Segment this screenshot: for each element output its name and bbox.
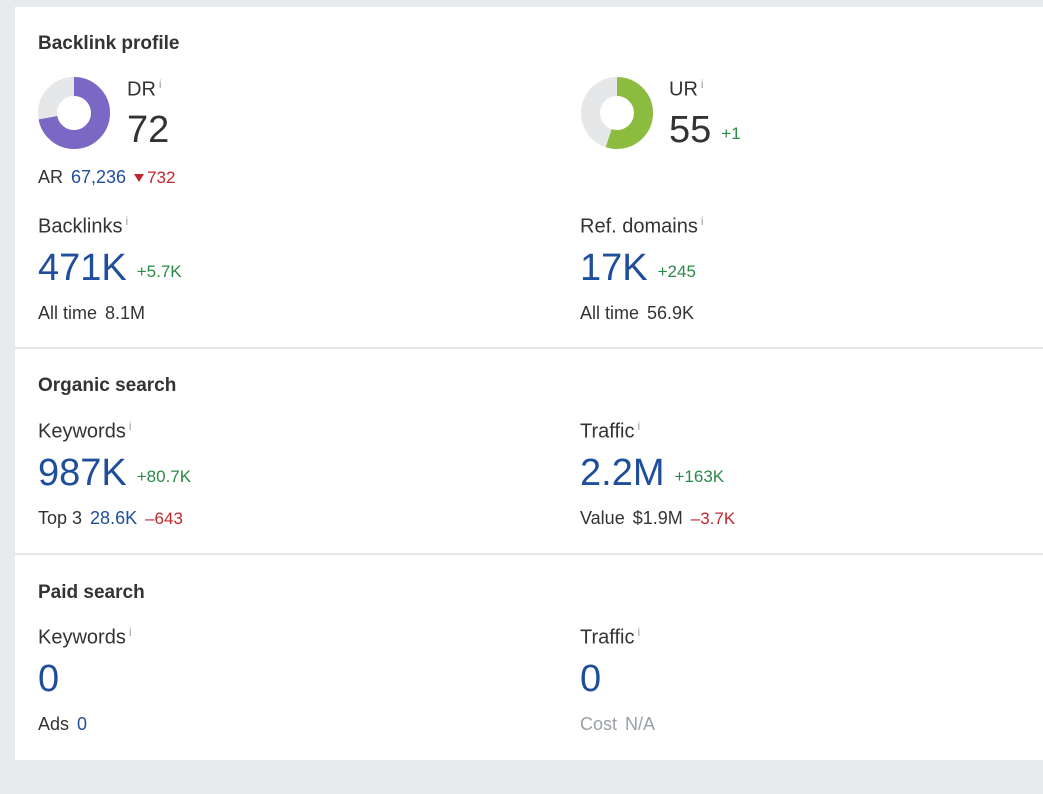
organic-traffic-delta: +163K bbox=[674, 467, 725, 486]
backlinks-value-row: 471K +5.7K bbox=[38, 247, 182, 290]
organic-keywords-label-text: Keywords bbox=[38, 420, 126, 443]
cost-row: Cost N/A bbox=[580, 714, 655, 735]
traffic-value-amount: $1.9M bbox=[632, 508, 683, 528]
info-icon[interactable]: i bbox=[637, 625, 641, 639]
top3-delta: –643 bbox=[145, 509, 183, 528]
paid-traffic-value[interactable]: 0 bbox=[580, 658, 602, 700]
ref-domains-label-text: Ref. domains bbox=[580, 215, 698, 238]
section-divider bbox=[15, 347, 1043, 349]
info-icon[interactable]: i bbox=[158, 77, 162, 91]
dr-donut-arc bbox=[38, 77, 110, 149]
section-title: Paid search bbox=[38, 582, 145, 603]
backlinks-all-time-row: All time 8.1M bbox=[38, 303, 145, 324]
ref-domains-delta: +245 bbox=[657, 262, 696, 281]
organic-traffic-value[interactable]: 2.2M bbox=[580, 452, 665, 494]
dr-donut-chart bbox=[38, 77, 110, 149]
ar-value[interactable]: 67,236 bbox=[71, 167, 127, 187]
ur-value-row: 55 +1 bbox=[669, 109, 741, 152]
all-time-value: 8.1M bbox=[105, 303, 146, 323]
ar-label: AR bbox=[38, 167, 64, 187]
ur-label-text: UR bbox=[669, 78, 698, 101]
ur-value: 55 bbox=[669, 109, 712, 151]
ads-row: Ads 0 bbox=[38, 714, 87, 735]
paid-keywords-value[interactable]: 0 bbox=[38, 658, 60, 700]
top3-value[interactable]: 28.6K bbox=[90, 508, 138, 528]
down-triangle-icon bbox=[134, 174, 145, 182]
section-title: Organic search bbox=[38, 375, 177, 396]
organic-keywords-value-row: 987K +80.7K bbox=[38, 452, 191, 495]
backlinks-delta: +5.7K bbox=[136, 262, 182, 281]
section-divider bbox=[15, 553, 1043, 555]
paid-keywords-label[interactable]: Keywords i bbox=[38, 625, 131, 650]
organic-search-section: Organic search Keywords i 987K +80.7K Top … bbox=[15, 349, 1043, 553]
all-time-value: 56.9K bbox=[647, 303, 695, 323]
ads-label: Ads bbox=[38, 714, 70, 734]
organic-keywords-delta: +80.7K bbox=[136, 467, 192, 486]
ur-donut-arc bbox=[581, 77, 653, 149]
dr-value: 72 bbox=[127, 109, 170, 151]
organic-traffic-label[interactable]: Traffic i bbox=[580, 419, 640, 444]
backlinks-label-text: Backlinks bbox=[38, 215, 123, 238]
info-icon[interactable]: i bbox=[125, 214, 129, 228]
ref-domains-value-row: 17K +245 bbox=[580, 247, 696, 290]
top3-row: Top 3 28.6K –643 bbox=[38, 508, 183, 529]
info-icon[interactable]: i bbox=[637, 419, 641, 433]
info-icon[interactable]: i bbox=[700, 77, 704, 91]
dr-label-text: DR bbox=[127, 78, 156, 101]
ur-donut-chart bbox=[581, 77, 653, 149]
organic-traffic-label-text: Traffic bbox=[580, 420, 635, 443]
ads-value[interactable]: 0 bbox=[77, 714, 88, 734]
info-icon[interactable]: i bbox=[128, 419, 132, 433]
traffic-value-delta: –3.7K bbox=[690, 509, 736, 528]
backlinks-value[interactable]: 471K bbox=[38, 247, 127, 289]
all-time-label: All time bbox=[38, 303, 98, 323]
cost-label: Cost bbox=[580, 714, 618, 734]
cost-value: N/A bbox=[625, 714, 656, 734]
organic-traffic-value-row: 2.2M +163K bbox=[580, 452, 724, 495]
ref-domains-value[interactable]: 17K bbox=[580, 247, 648, 289]
overview-panel: Backlink profile DR i 72 AR 67,236 732 UR i … bbox=[15, 7, 1043, 760]
ar-delta: 732 bbox=[147, 168, 176, 187]
paid-traffic-label[interactable]: Traffic i bbox=[580, 625, 640, 650]
organic-keywords-label[interactable]: Keywords i bbox=[38, 419, 131, 444]
ur-delta: +1 bbox=[721, 124, 741, 143]
top3-label: Top 3 bbox=[38, 508, 83, 528]
all-time-label: All time bbox=[580, 303, 640, 323]
ref-domains-label[interactable]: Ref. domains i bbox=[580, 214, 704, 239]
dr-label[interactable]: DR i bbox=[127, 77, 162, 102]
paid-keywords-label-text: Keywords bbox=[38, 626, 126, 649]
section-title: Backlink profile bbox=[38, 33, 180, 54]
paid-traffic-label-text: Traffic bbox=[580, 626, 635, 649]
traffic-value-row: Value $1.9M –3.7K bbox=[580, 508, 735, 529]
paid-search-section: Paid search Keywords i 0 Ads 0 Traffic i 0 … bbox=[15, 555, 1043, 760]
ar-row: AR 67,236 732 bbox=[38, 167, 175, 188]
traffic-value-label: Value bbox=[580, 508, 625, 528]
info-icon[interactable]: i bbox=[128, 625, 132, 639]
ur-label[interactable]: UR i bbox=[669, 77, 704, 102]
backlink-profile-section: Backlink profile DR i 72 AR 67,236 732 UR i … bbox=[15, 7, 1043, 347]
info-icon[interactable]: i bbox=[700, 214, 704, 228]
organic-keywords-value[interactable]: 987K bbox=[38, 452, 127, 494]
backlinks-label[interactable]: Backlinks i bbox=[38, 214, 128, 239]
ref-domains-all-time-row: All time 56.9K bbox=[580, 303, 694, 324]
